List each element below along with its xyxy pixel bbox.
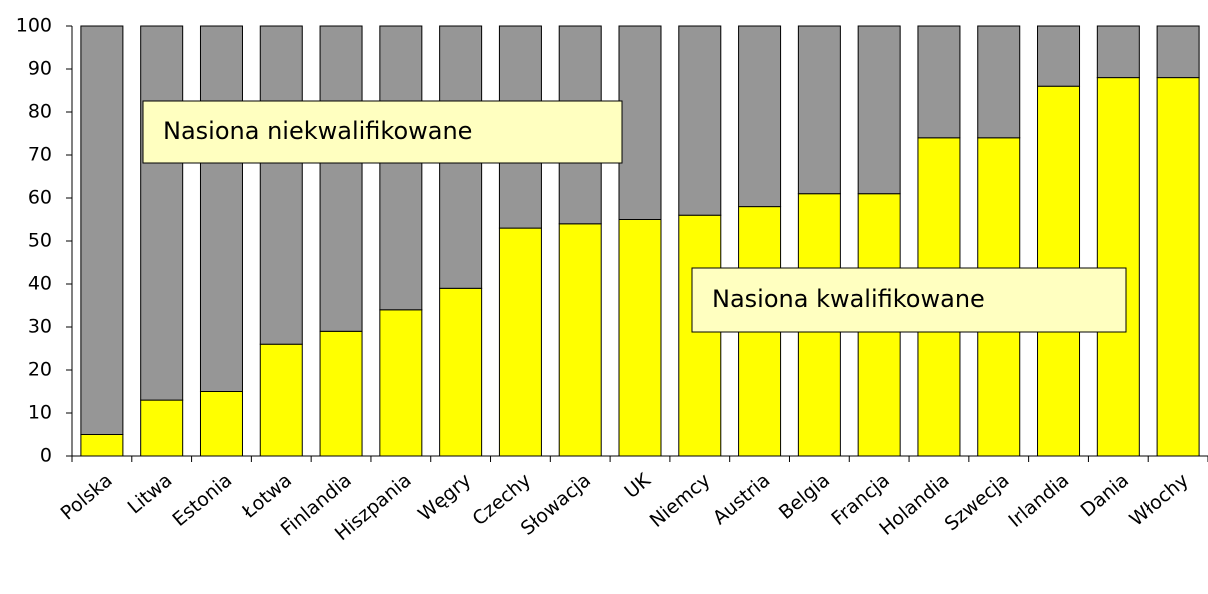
bar-segment (199, 25, 243, 392)
x-tick-label: Węgry (414, 469, 475, 525)
bar-segment (140, 399, 184, 457)
bar-segment (319, 25, 363, 332)
bar-segment (439, 287, 483, 457)
bar-segment (678, 25, 722, 216)
y-tick-label: 0 (40, 445, 52, 467)
bar-segment (738, 25, 782, 208)
bar-segment (1156, 77, 1200, 457)
bar-segment (498, 227, 542, 457)
x-tick-label: UK (620, 469, 655, 503)
legend-box-bg (691, 267, 1127, 333)
bar-segment (618, 25, 662, 220)
bar-segment (80, 434, 124, 457)
bar-segment (797, 25, 841, 195)
legend-box-bg (142, 100, 623, 164)
y-tick-label: 80 (28, 101, 52, 123)
bar-segment (1096, 77, 1140, 457)
bar-segment (80, 25, 124, 435)
y-tick-label: 100 (16, 15, 52, 37)
bar-segment (618, 219, 662, 457)
x-tick-label: Włochy (1125, 469, 1192, 531)
x-tick-label: Niemcy (646, 469, 715, 532)
x-tick-label: Austria (709, 469, 775, 529)
x-tick-label: Belgia (775, 469, 834, 524)
bar-segment (199, 391, 243, 457)
bar-segment (379, 309, 423, 457)
bar-segment (1037, 25, 1081, 87)
bar-segment (140, 25, 184, 401)
y-tick-label: 40 (28, 273, 52, 295)
x-tick-label: Irlandia (1004, 469, 1073, 532)
y-tick-label: 20 (28, 359, 52, 381)
y-tick-label: 10 (28, 402, 52, 424)
bar-segment (977, 25, 1021, 139)
x-tick-label: Polska (57, 469, 117, 524)
bar-segment (379, 25, 423, 311)
bar-segment (259, 25, 303, 345)
x-tick-label: Estonia (168, 469, 236, 531)
bar-segment (917, 25, 961, 139)
legend-box: Nasiona kwalifikowane (691, 267, 1127, 333)
bar-segment (319, 330, 363, 457)
bar-segment (1156, 25, 1200, 79)
y-tick-label: 50 (28, 230, 52, 252)
y-tick-label: 90 (28, 58, 52, 80)
y-tick-label: 60 (28, 187, 52, 209)
bar-segment (558, 223, 602, 457)
x-tick-label: Szwecja (941, 469, 1014, 535)
bar-segment (1096, 25, 1140, 79)
legend-label: Nasiona niekwalifikowane (163, 117, 472, 145)
legend-label: Nasiona kwalifikowane (712, 285, 985, 313)
bar-segment (678, 214, 722, 457)
x-tick-label: Litwa (124, 469, 177, 518)
y-tick-label: 70 (28, 144, 52, 166)
bar-segment (857, 25, 901, 195)
bar-segment (259, 343, 303, 457)
legend-box: Nasiona niekwalifikowane (142, 100, 623, 164)
y-tick-label: 30 (28, 316, 52, 338)
